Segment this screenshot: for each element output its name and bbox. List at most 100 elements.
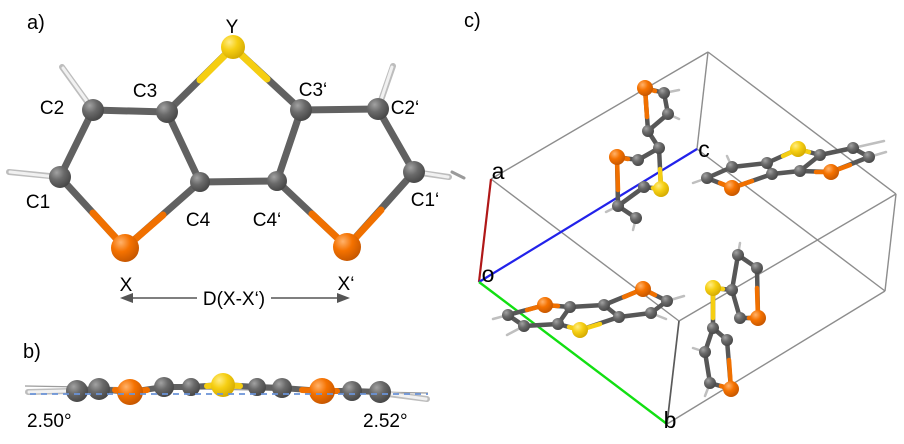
carbon-atom bbox=[847, 142, 859, 154]
c-axis-line bbox=[478, 148, 698, 283]
y-atom bbox=[211, 373, 235, 397]
carbon-atom bbox=[726, 284, 738, 296]
carbon-atom bbox=[630, 212, 642, 224]
carbon-atom bbox=[552, 318, 564, 330]
carbon-atom bbox=[190, 172, 210, 192]
label-x: X bbox=[120, 275, 133, 296]
panel-b-label: b) bbox=[23, 341, 41, 363]
carbon-atom bbox=[267, 171, 287, 191]
atoms bbox=[699, 249, 766, 397]
y-atom bbox=[653, 181, 669, 197]
carbon-atom bbox=[732, 249, 744, 261]
carbon-atom bbox=[613, 311, 625, 323]
a-axis-line bbox=[477, 178, 493, 283]
y-atom bbox=[572, 322, 588, 338]
x-atom bbox=[537, 297, 553, 313]
atoms bbox=[502, 281, 673, 338]
heteroatom-bond-halves bbox=[89, 43, 385, 252]
carbon-atom bbox=[662, 108, 674, 120]
carbon-atom bbox=[699, 346, 711, 358]
hydrogen-bonds bbox=[691, 241, 742, 398]
carbon-atom bbox=[734, 312, 746, 324]
molecule-edge-on-upper bbox=[604, 80, 681, 232]
c-axis-label: c bbox=[698, 136, 710, 162]
carbon-atom bbox=[704, 377, 716, 389]
x-atom bbox=[111, 234, 139, 262]
x-atom bbox=[609, 149, 625, 165]
carbon-atom bbox=[721, 334, 733, 346]
x-atom bbox=[635, 281, 651, 297]
carbon-atom bbox=[658, 87, 670, 99]
carbon-atom bbox=[766, 168, 778, 180]
distance-arrow: D(X-X‘) bbox=[120, 289, 350, 310]
carbon-atom bbox=[49, 166, 71, 188]
carbon-atom bbox=[182, 378, 200, 396]
carbon-atom bbox=[598, 299, 610, 311]
carbon-atom bbox=[518, 320, 530, 332]
y-atom bbox=[705, 280, 721, 296]
carbon-atom bbox=[66, 380, 88, 402]
atoms bbox=[701, 141, 875, 196]
panel-a-molecular-structure: a) Y C3 C3‘ C2 C2‘ C1 C1‘ C4 C4‘ X X‘ D(… bbox=[6, 12, 452, 310]
label-c3p: C3‘ bbox=[299, 80, 328, 101]
distance-label: D(X-X‘) bbox=[203, 289, 265, 310]
label-c1p: C1‘ bbox=[411, 190, 440, 211]
atoms bbox=[609, 80, 674, 224]
molecule-flat-lower-left bbox=[491, 281, 686, 338]
carbon-atom bbox=[290, 99, 312, 121]
carbon-atom bbox=[661, 295, 673, 307]
carbon-atom bbox=[653, 142, 665, 154]
x-atom bbox=[750, 310, 766, 326]
x-atom bbox=[724, 180, 740, 196]
panel-b-side-view: b) 2.5 bbox=[23, 341, 430, 432]
carbon-atom bbox=[701, 172, 713, 184]
carbon-atom bbox=[272, 378, 292, 398]
label-c2p: C2‘ bbox=[391, 98, 420, 119]
x-atom bbox=[309, 378, 335, 404]
panel-c-label: c) bbox=[464, 10, 481, 32]
label-c1: C1 bbox=[26, 192, 50, 213]
a-axis-label: a bbox=[492, 158, 505, 184]
panel-c-unit-cell: c) bbox=[450, 10, 897, 433]
b-axis-label: b bbox=[664, 407, 677, 433]
label-c2: C2 bbox=[40, 98, 64, 119]
molecule-flat-right bbox=[691, 139, 888, 196]
carbon-atom bbox=[367, 98, 389, 120]
label-c4: C4 bbox=[186, 210, 211, 231]
carbon-atom bbox=[751, 262, 763, 274]
carbon-atom bbox=[726, 161, 738, 173]
panel-a-label: a) bbox=[27, 12, 45, 34]
carbon-atom bbox=[645, 307, 657, 319]
unit-cell-edges bbox=[490, 51, 897, 425]
carbon-atom bbox=[403, 161, 425, 183]
origin-label: o bbox=[482, 261, 495, 287]
molecule-edge-on-lower-right bbox=[691, 241, 766, 398]
carbon-atom bbox=[761, 157, 773, 169]
carbon-atom bbox=[502, 309, 514, 321]
carbon-atom bbox=[863, 151, 875, 163]
carbon-atom bbox=[642, 125, 654, 137]
carbon-atom bbox=[88, 378, 110, 400]
carbon-atom bbox=[154, 377, 174, 397]
x-atom bbox=[117, 379, 143, 405]
x-atom bbox=[333, 233, 361, 261]
carbon-atom bbox=[794, 165, 806, 177]
angle-right-label: 2.52° bbox=[363, 411, 408, 432]
label-c4p: C4‘ bbox=[253, 210, 282, 231]
carbon-atom bbox=[638, 181, 650, 193]
x-atom bbox=[637, 80, 653, 96]
carbon-atom bbox=[342, 381, 362, 401]
carbon-atom bbox=[632, 154, 644, 166]
neighbor-stub bbox=[450, 170, 466, 180]
carbon-atom bbox=[707, 322, 719, 334]
label-xp: X‘ bbox=[338, 274, 355, 295]
x-atom bbox=[823, 164, 839, 180]
atoms bbox=[66, 373, 391, 405]
carbon-atom bbox=[369, 381, 391, 403]
carbon-atom bbox=[156, 101, 178, 123]
carbon-atom bbox=[82, 99, 104, 121]
label-y: Y bbox=[226, 17, 239, 38]
carbon-atom bbox=[814, 149, 826, 161]
